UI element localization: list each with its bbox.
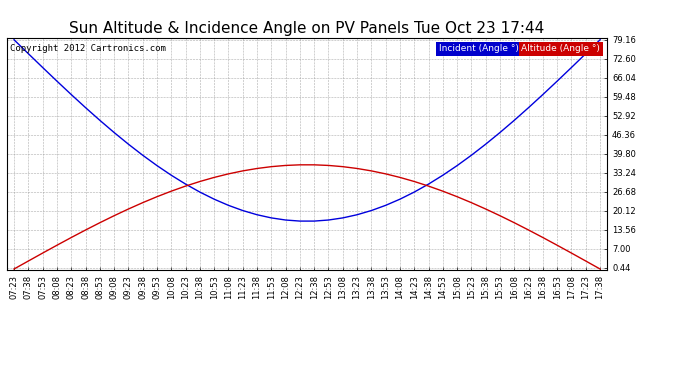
Title: Sun Altitude & Incidence Angle on PV Panels Tue Oct 23 17:44: Sun Altitude & Incidence Angle on PV Pan… — [70, 21, 544, 36]
Text: Copyright 2012 Cartronics.com: Copyright 2012 Cartronics.com — [10, 45, 166, 54]
Text: Altitude (Angle °): Altitude (Angle °) — [522, 45, 600, 54]
Text: Incident (Angle °): Incident (Angle °) — [439, 45, 519, 54]
